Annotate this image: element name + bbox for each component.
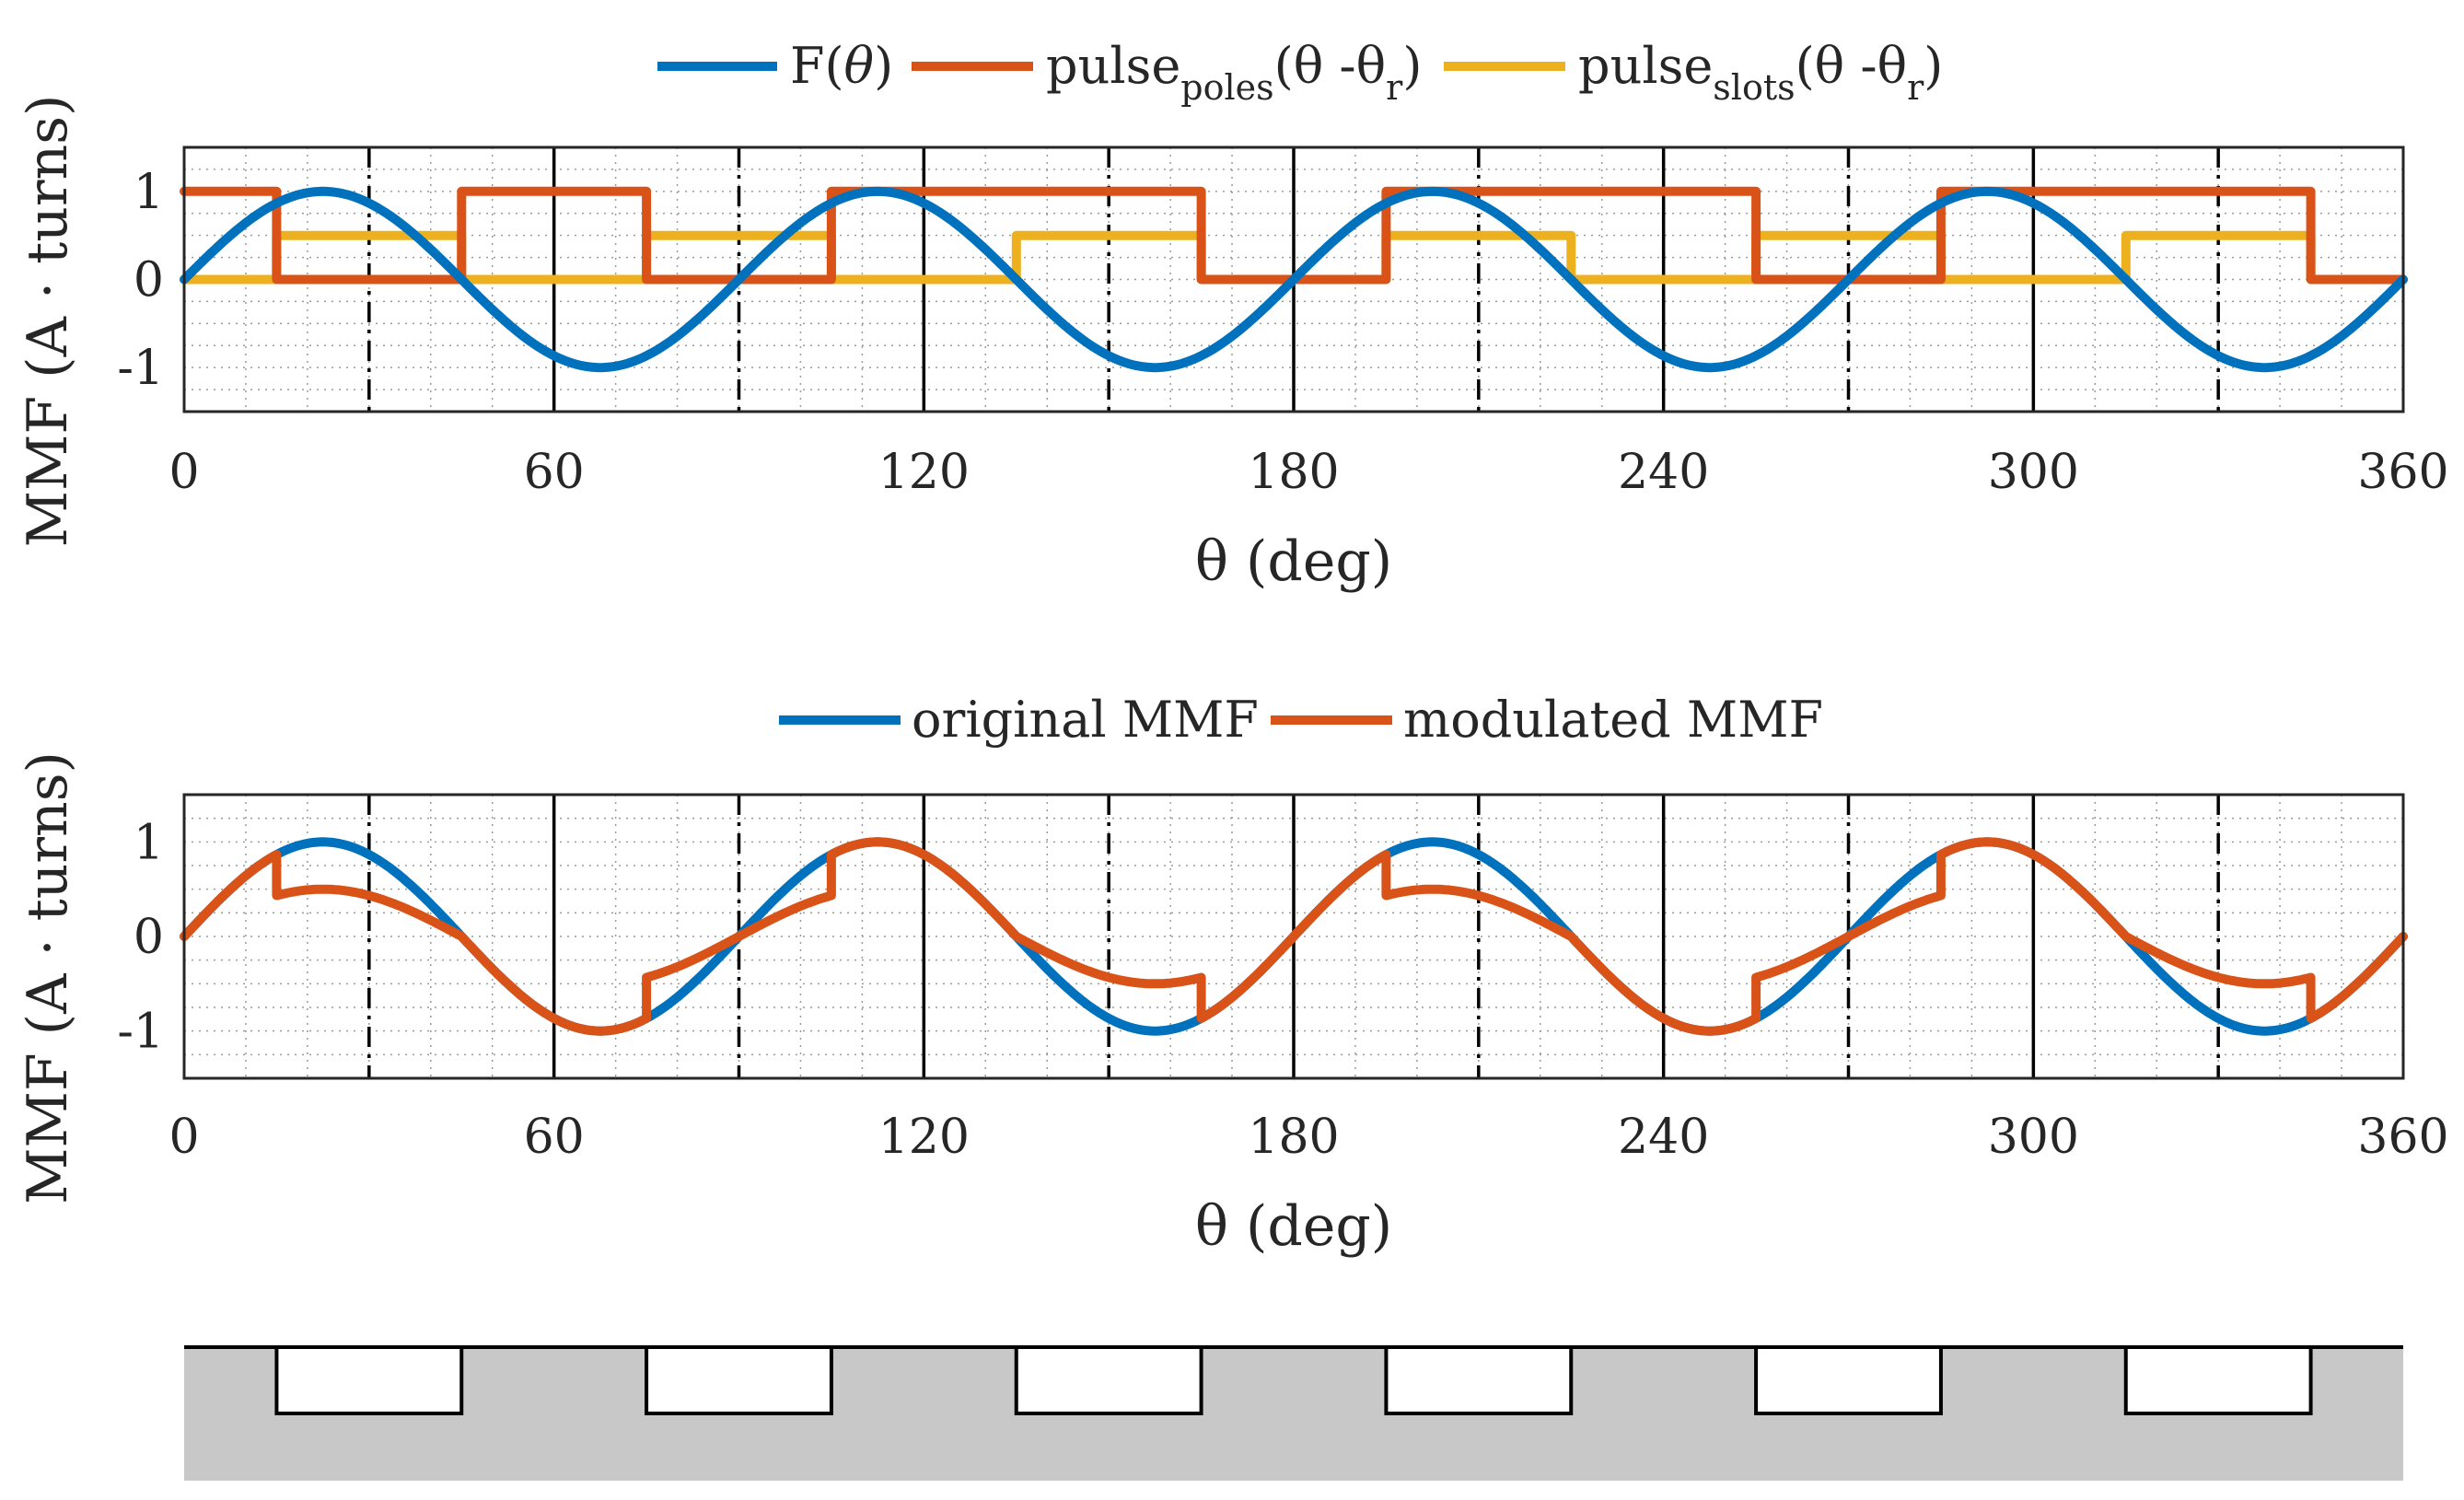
vertical-markers-bottom [367,795,2220,1078]
x-tick-label: 0 [169,445,199,500]
y-ticks-top: 1 0 -1 [117,165,164,396]
stator-slot [274,1345,464,1415]
stator-slot [1014,1345,1203,1415]
x-tick-label: 240 [1618,445,1709,500]
y-axis-label-top: MMF (A · turns) [16,95,80,548]
axes-frame-bottom [182,793,2405,1080]
legend-label-original-mmf: original MMF [912,691,1259,749]
x-tick-label: 0 [169,1110,199,1165]
stator-body [184,1347,2403,1481]
x-tick-label: 180 [1248,1110,1339,1165]
x-tick-label: 60 [524,445,585,500]
x-axis-label-top: θ (deg) [1195,529,1392,594]
legend-label-modulated-mmf: modulated MMF [1403,691,1823,749]
y-tick-label: 0 [134,910,164,965]
y-tick-label: 0 [134,253,164,308]
y-ticks-bottom: 1 0 -1 [117,815,164,1059]
x-ticks-bottom: 0 60 120 180 240 300 360 [169,1110,2448,1165]
y-axis-label-bottom: MMF (A · turns) [16,751,80,1204]
series-bottom [180,837,2408,1036]
chart-top: 0 60 120 180 240 300 360 10-1 θ (deg) MMF (A ·… [16,37,2449,594]
axes-frame-top [182,145,2405,413]
legend-top: F(θ) pulsepoles(θ -θr) pulseslots(θ -θr) [657,37,1943,108]
x-tick-label: 300 [1988,445,2079,500]
legend-bottom: original MMF modulated MMF [779,691,1823,749]
x-tick-label: 360 [2357,445,2448,500]
x-tick-label: 120 [878,1110,970,1165]
series-line-modulated-mmf [180,837,2408,1036]
x-ticks-top: 0 60 120 180 240 300 360 [169,445,2448,500]
x-tick-label: 120 [878,445,970,500]
series-top [180,186,2408,373]
series-line-f-theta [180,186,2408,373]
stator-slot [1754,1345,1943,1415]
legend-label-pulse-slots: pulseslots(θ -θr) [1578,37,1943,108]
stator-slot [645,1345,833,1415]
y-tick-label: -1 [117,1005,164,1060]
stator-slot [2123,1345,2313,1415]
legend-label-pulse-poles: pulsepoles(θ -θr) [1046,37,1422,108]
x-tick-label: 240 [1618,1110,1709,1165]
stator-slot [1384,1345,1574,1415]
y-tick-label: 1 [134,815,164,870]
x-tick-label: 60 [524,1110,585,1165]
y-tick-label: 1 [134,165,164,220]
stator-diagram [184,1345,2403,1481]
x-axis-label-bottom: θ (deg) [1195,1194,1392,1259]
chart-bottom: 0 60 120 180 240 300 360 10-1 θ (deg) MMF (A ·… [16,691,2449,1259]
x-tick-label: 180 [1248,445,1339,500]
x-tick-label: 360 [2357,1110,2448,1165]
y-tick-label: -1 [117,341,164,396]
x-tick-label: 300 [1988,1110,2079,1165]
legend-label-f-theta: F(θ) [790,37,893,95]
